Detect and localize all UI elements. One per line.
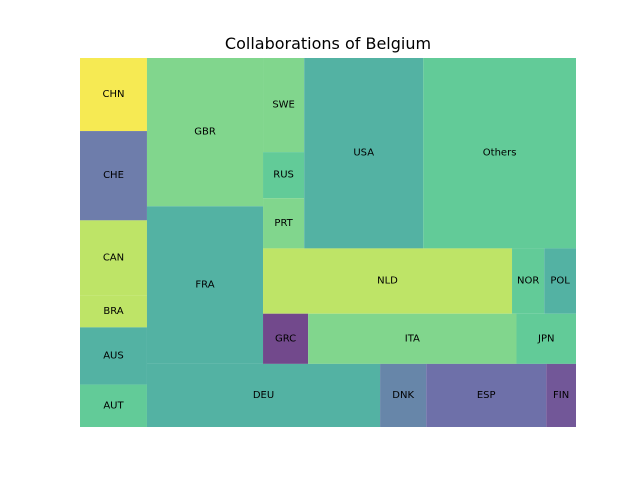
cell-label-grc: GRC: [275, 333, 296, 344]
cell-label-usa: USA: [353, 148, 374, 159]
cell-label-rus: RUS: [273, 170, 294, 181]
cell-pol: [544, 248, 576, 314]
cell-label-fin: FIN: [553, 390, 569, 401]
cell-label-jpn: JPN: [537, 333, 554, 344]
cell-ita: [308, 313, 517, 364]
treemap-cells: CHN CHE CAN BRA AUS AUT GBR FRA SWE RUS PRT USA Othe…: [80, 58, 576, 427]
cell-esp: [426, 363, 547, 427]
cell-label-gbr: GBR: [194, 127, 216, 138]
cell-nor: [512, 248, 545, 314]
cell-label-others: Others: [483, 148, 517, 159]
cell-label-nld: NLD: [377, 276, 398, 287]
cell-label-pol: POL: [550, 276, 570, 287]
cell-gbr: [146, 58, 264, 207]
cell-label-nor: NOR: [517, 276, 539, 287]
cell-nld: [263, 248, 513, 314]
cell-che: [80, 131, 147, 221]
cell-label-prt: PRT: [274, 218, 293, 229]
cell-label-bra: BRA: [103, 306, 123, 317]
cell-chn: [80, 58, 147, 132]
cell-deu: [146, 363, 381, 427]
chart-title: Collaborations of Belgium: [225, 34, 431, 53]
cell-can: [80, 220, 147, 296]
cell-label-fra: FRA: [195, 280, 214, 291]
cell-aut: [80, 384, 147, 427]
cell-bra: [80, 295, 147, 328]
cell-aus: [80, 327, 147, 385]
cell-others: [423, 58, 576, 249]
cell-label-chn: CHN: [102, 89, 124, 100]
cell-label-deu: DEU: [253, 390, 274, 401]
cell-usa: [304, 58, 424, 249]
cell-dnk: [380, 363, 427, 427]
cell-label-aut: AUT: [103, 400, 124, 411]
cell-label-can: CAN: [103, 252, 124, 263]
cell-fra: [146, 206, 264, 364]
cell-label-swe: SWE: [272, 100, 295, 111]
cell-jpn: [516, 313, 576, 364]
cell-label-che: CHE: [103, 170, 124, 181]
cell-label-ita: ITA: [405, 333, 420, 344]
cell-prt: [263, 198, 305, 249]
cell-rus: [263, 152, 305, 199]
cell-fin: [546, 363, 576, 427]
cell-label-aus: AUS: [103, 350, 124, 361]
cell-label-esp: ESP: [477, 390, 496, 401]
cell-swe: [263, 58, 305, 153]
cell-label-dnk: DNK: [392, 390, 414, 401]
cell-grc: [263, 313, 309, 364]
